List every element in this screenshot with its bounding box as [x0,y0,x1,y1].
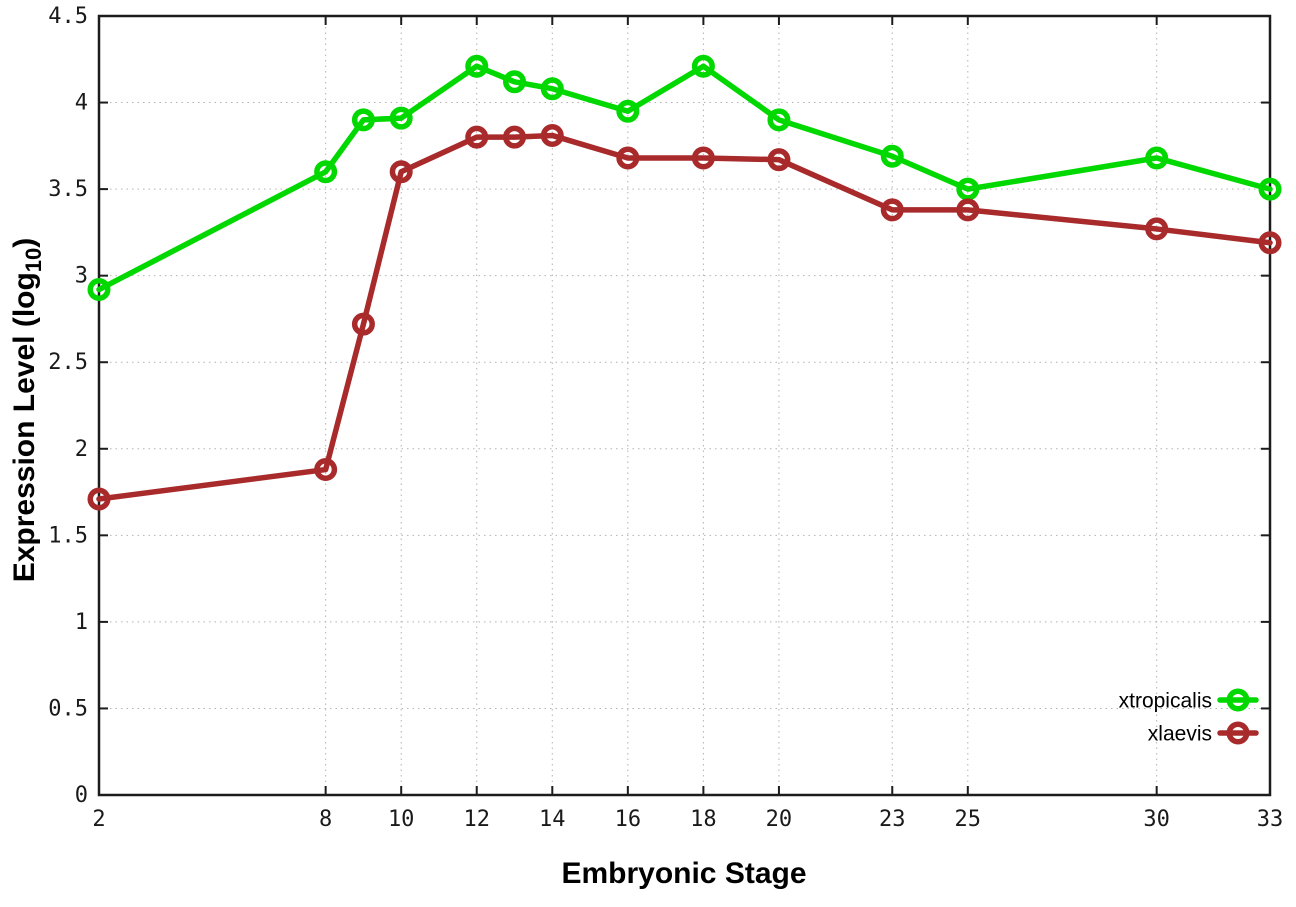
y-tick-label: 0 [75,783,88,808]
x-tick-label: 2 [92,807,105,832]
x-tick-label: 33 [1257,807,1284,832]
series-marker-xtropicalis [691,54,715,78]
series-marker-xlaevis [956,198,980,222]
series-marker-xtropicalis [880,144,904,168]
legend-label-xtropicalis: xtropicalis [1119,689,1212,712]
x-tick-label: 14 [539,807,566,832]
series-marker-xtropicalis [767,108,791,132]
series-marker-xtropicalis [465,54,489,78]
series-marker-xtropicalis [351,108,375,132]
series-marker-xlaevis [880,198,904,222]
x-tick-label: 12 [463,807,490,832]
series-marker-xlaevis [691,146,715,170]
y-tick-label: 1 [75,610,88,635]
series-marker-xtropicalis [1145,146,1169,170]
legend-samples-layer [1217,688,1259,745]
series-marker-xlaevis [389,160,413,184]
axes-layer: 2 8 10 12 14 16 18 20 23 25 30 33 0 0.5 1 1.5 2 2.5 3 3.5 4 4… [48,4,1283,832]
series-layer [87,54,1282,511]
y-tick-label: 2 [75,437,88,462]
y-axis-label: Expression Level (log10) [8,238,46,583]
y-axis-label-main: Expression Level (log [8,272,41,582]
series-marker-xlaevis [314,458,338,482]
x-tick-label: 8 [319,807,332,832]
series-line-xtropicalis [96,63,1273,293]
y-tick-label: 4 [75,91,88,116]
series-marker-xlaevis [465,125,489,149]
series-marker-xtropicalis [503,70,527,94]
series-marker-xtropicalis [616,99,640,123]
series-marker-xtropicalis [1258,177,1282,201]
series-marker-xlaevis [87,487,111,511]
series-marker-xlaevis [540,123,564,147]
x-tick-label: 18 [690,807,717,832]
series-marker-xlaevis [1258,231,1282,255]
series-marker-xtropicalis [389,106,413,130]
series-marker-xlaevis [351,312,375,336]
series-marker-xtropicalis [87,278,111,302]
series-marker-xlaevis [767,148,791,172]
legend-label-xlaevis: xlaevis [1148,722,1212,745]
x-axis-label: Embryonic Stage [561,857,806,890]
y-tick-label: 3.5 [48,177,88,202]
y-tick-label: 1.5 [48,523,88,548]
grid-layer [98,15,1271,796]
y-axis-label-close: ) [8,238,41,248]
x-tick-label: 30 [1143,807,1170,832]
series-marker-xtropicalis [540,77,564,101]
y-axis-label-subscript: 10 [21,248,46,272]
legend-sample-marker-xlaevis [1226,721,1250,745]
y-tick-label: 2.5 [48,350,88,375]
series-line-xlaevis [96,132,1273,502]
series-marker-xlaevis [503,125,527,149]
legend-sample-marker-xtropicalis [1226,688,1250,712]
x-tick-label: 10 [388,807,415,832]
y-tick-label: 0.5 [48,696,88,721]
y-tick-label: 4.5 [48,4,88,29]
y-tick-label: 3 [75,264,88,289]
series-marker-xtropicalis [314,160,338,184]
series-marker-xlaevis [1145,217,1169,241]
x-tick-label: 20 [766,807,793,832]
plot-border [97,14,1272,797]
x-tick-label: 16 [615,807,642,832]
series-marker-xlaevis [616,146,640,170]
x-tick-label: 23 [879,807,906,832]
x-tick-label: 25 [955,807,982,832]
series-marker-xtropicalis [956,177,980,201]
